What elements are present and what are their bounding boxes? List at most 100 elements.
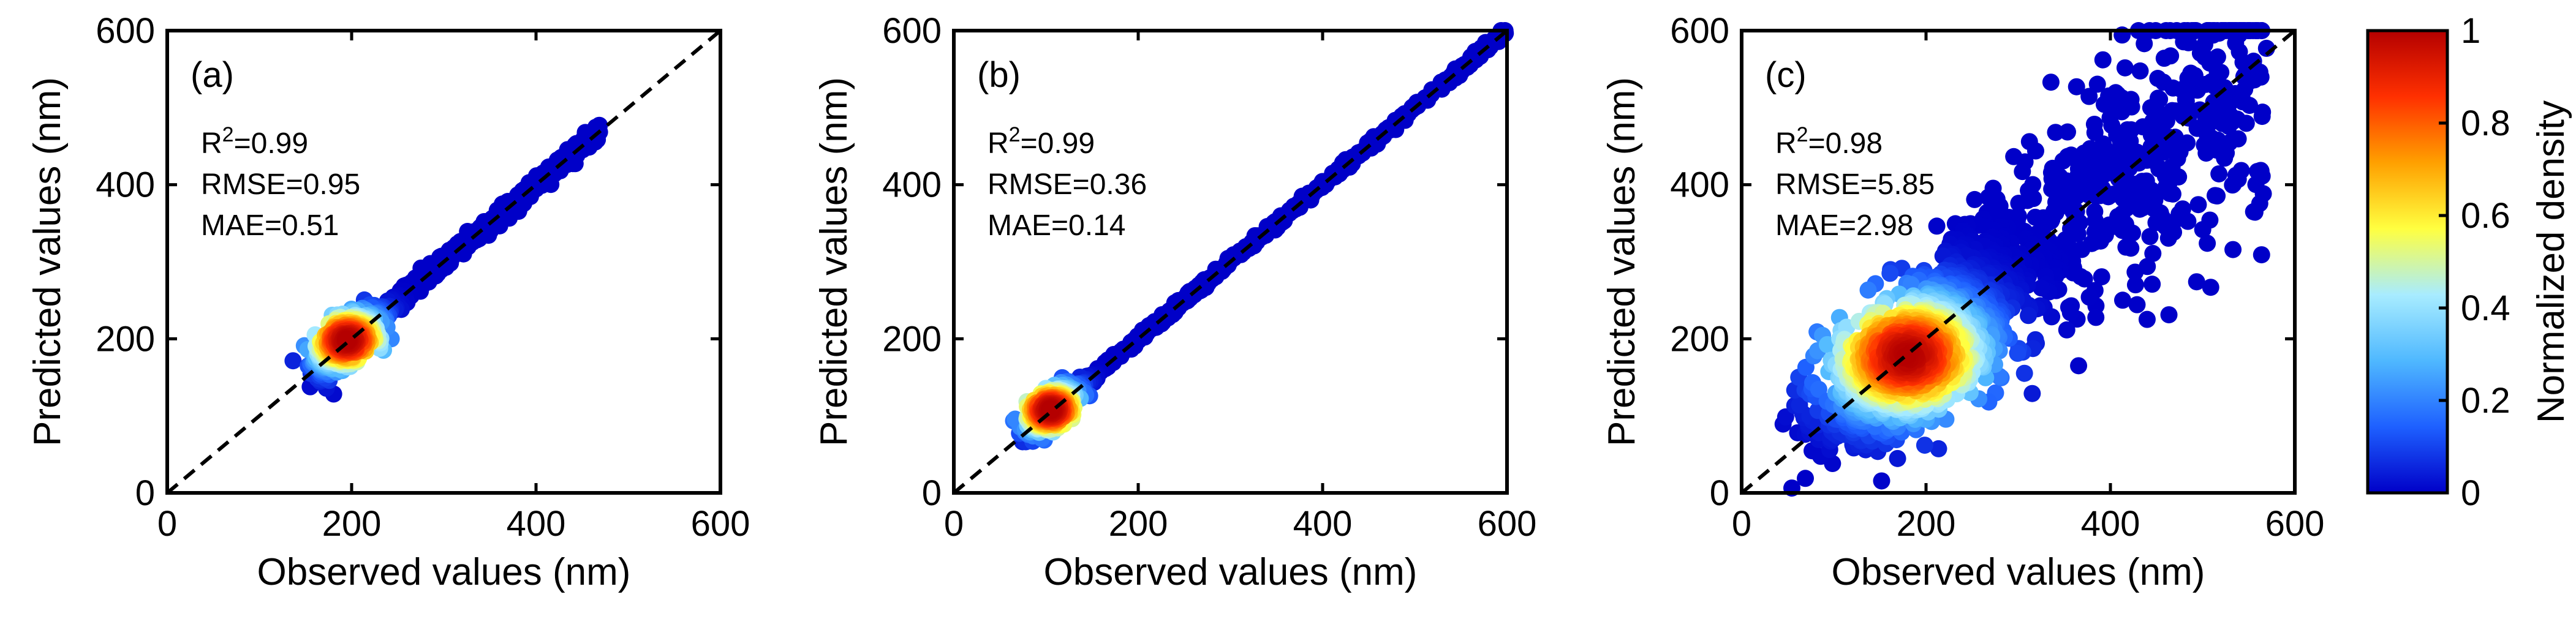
scatter-point <box>2155 50 2173 67</box>
x-tick-label: 600 <box>2265 504 2325 544</box>
y-tick-label: 600 <box>96 11 155 51</box>
y-tick-label: 600 <box>882 11 942 51</box>
x-tick-label: 600 <box>691 504 750 544</box>
colorbar-tick-label: 0.8 <box>2461 103 2510 143</box>
scatter-point <box>2245 203 2262 220</box>
y-axis-label-c: Predicted values (nm) <box>1601 77 1643 446</box>
scatter-point <box>2131 62 2149 80</box>
scatter-point <box>2177 92 2195 110</box>
scatter-point <box>2147 214 2165 231</box>
r2-value-a: =0.99 <box>234 127 308 160</box>
rmse-text-a: RMSE=0.95 <box>201 168 360 201</box>
scatter-point <box>2224 241 2242 258</box>
scatter-point <box>2020 307 2038 325</box>
scatter-point <box>1930 440 1947 457</box>
scatter-point <box>2058 321 2076 339</box>
scatter-point <box>2234 93 2251 111</box>
plot-frame-c <box>1740 29 2297 495</box>
scatter-point <box>2080 88 2098 105</box>
scatter-point <box>2116 59 2134 77</box>
colorbar-tick-label: 0 <box>2461 473 2480 513</box>
scatter-point <box>2144 244 2162 262</box>
scatter-point <box>2160 306 2178 324</box>
scatter-point <box>2253 108 2271 126</box>
x-tick-label: 400 <box>1293 504 1353 544</box>
scatter-point <box>2088 75 2106 93</box>
scatter-point <box>2023 385 2041 402</box>
scatter-points-c <box>1774 22 2275 497</box>
x-tick-label: 200 <box>1897 504 1956 544</box>
plot-frame-a <box>165 29 722 495</box>
scatter-point <box>2206 187 2224 205</box>
scatter-point <box>2131 200 2148 218</box>
scatter-point <box>2175 33 2193 51</box>
rmse-text-c: RMSE=5.85 <box>1775 168 1935 201</box>
scatter-point <box>2126 263 2144 281</box>
scatter-point <box>2210 165 2228 182</box>
scatter-panel-a: 0 200 400 600 0 200 400 600 (a) R2=0.99 RMSE=0.… <box>26 11 750 593</box>
r2-value-b: =0.99 <box>1021 127 1095 160</box>
scatter-point <box>2093 268 2110 286</box>
scatter-point <box>2117 238 2135 256</box>
scatter-point <box>1916 437 1933 454</box>
colorbar-tick-label: 0.2 <box>2461 381 2510 421</box>
scatter-point <box>2155 73 2172 91</box>
panel-label-c: (c) <box>1765 55 1807 95</box>
scatter-point <box>1928 217 1946 235</box>
scatter-point <box>2110 156 2128 173</box>
y-tick-label: 200 <box>1670 319 1729 359</box>
y-tick-label: 200 <box>96 319 155 359</box>
scatter-point <box>2080 288 2098 306</box>
scatter-point <box>2188 273 2205 291</box>
scatter-point <box>2009 345 2026 362</box>
y-tick-label: 600 <box>1670 11 1729 51</box>
scatter-point <box>2128 296 2146 313</box>
x-tick-label: 400 <box>2081 504 2140 544</box>
scatter-point <box>2042 73 2060 91</box>
scatter-point <box>2095 96 2113 113</box>
axis-ticks-a: 0 200 400 600 0 200 400 600 <box>96 11 750 544</box>
y-tick-label: 400 <box>96 165 155 205</box>
scatter-panel-b: 0 200 400 600 0 200 400 600 (b) R2=0.99 RMSE=0.… <box>813 11 1536 593</box>
r2-text-a: R2=0.99 <box>201 123 308 160</box>
axis-ticks-c: 0 200 400 600 0 200 400 600 <box>1670 11 2324 544</box>
colorbar-ticks: 0 0.2 0.4 0.6 0.8 1 <box>2439 11 2510 513</box>
r2-text-c: R2=0.98 <box>1775 123 1883 160</box>
x-tick-label: 200 <box>322 504 382 544</box>
scatter-point <box>2253 246 2270 264</box>
scatter-point <box>2247 176 2265 193</box>
scatter-point <box>2144 276 2161 293</box>
scatter-point <box>2213 114 2231 132</box>
rmse-text-b: RMSE=0.36 <box>988 168 1147 201</box>
scatter-point <box>2141 228 2159 246</box>
colorbar-tick-label: 0.6 <box>2461 196 2510 236</box>
scatter-point <box>1797 470 1815 487</box>
y-tick-label: 0 <box>1710 473 1729 513</box>
scatter-point <box>1810 380 1827 398</box>
scatter-point <box>2138 310 2156 328</box>
y-tick-label: 200 <box>882 319 942 359</box>
scatter-point <box>2224 176 2242 194</box>
scatter-point <box>1881 265 1899 282</box>
scatter-point <box>2047 124 2064 141</box>
x-axis-label-a: Observed values (nm) <box>257 551 631 593</box>
colorbar-tick-label: 0.4 <box>2461 288 2510 328</box>
y-tick-label: 0 <box>922 473 942 513</box>
scatter-point <box>2194 220 2212 238</box>
scatter-point <box>2033 279 2050 297</box>
panel-label-b: (b) <box>977 55 1021 95</box>
scatter-point <box>2010 194 2028 212</box>
scatter-point <box>2136 35 2153 53</box>
y-tick-label: 400 <box>882 165 942 205</box>
scatter-point <box>2070 357 2088 375</box>
x-tick-label: 400 <box>507 504 566 544</box>
scatter-point <box>1791 396 1808 414</box>
x-tick-label: 600 <box>1478 504 1537 544</box>
x-tick-label: 0 <box>157 504 177 544</box>
scatter-point <box>2026 142 2044 160</box>
y-tick-label: 0 <box>135 473 155 513</box>
colorbar: 0 0.2 0.4 0.6 0.8 1 Normalized density <box>2366 11 2572 513</box>
y-axis-label-a: Predicted values (nm) <box>26 77 69 446</box>
r2-text-b: R2=0.99 <box>988 123 1095 160</box>
